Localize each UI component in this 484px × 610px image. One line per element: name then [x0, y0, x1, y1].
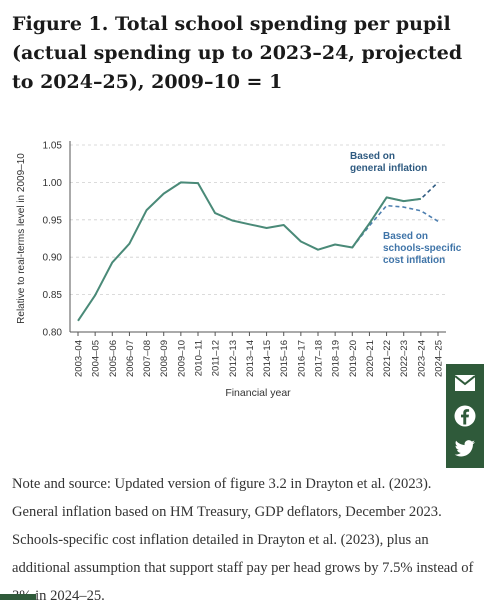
- x-tick-label: 2015–16: [279, 340, 290, 377]
- y-tick-label: 1.05: [43, 141, 63, 152]
- x-tick-label: 2009–10: [176, 340, 187, 377]
- x-tick-label: 2018–19: [331, 340, 342, 377]
- y-tick-label: 0.95: [43, 215, 63, 226]
- x-tick-label: 2011–12: [211, 340, 222, 376]
- x-tick-label: 2024–25: [434, 340, 445, 377]
- x-tick-label: 2010–11: [194, 340, 205, 376]
- spending-line-chart: 0.80 0.85 0.90 0.95 1.00 1.05 2003–04 2004–05 20…: [16, 141, 462, 400]
- x-tick-label: 2016–17: [296, 340, 307, 377]
- annotation-general-inflation: general inflation: [350, 163, 427, 174]
- annotation-schools-inflation: Based on: [383, 231, 428, 242]
- x-tick-label: 2004–05: [91, 340, 102, 377]
- series-line-schools-inflation: [351, 204, 439, 248]
- y-tick-label: 0.80: [43, 328, 63, 339]
- y-tick-label: 1.00: [43, 178, 63, 189]
- x-tick-label: 2013–14: [245, 340, 256, 377]
- annotation-general-inflation: Based on: [350, 151, 395, 162]
- x-tick-label: 2017–18: [314, 340, 325, 377]
- figure-title: Figure 1. Total school spending per pupi…: [12, 13, 463, 93]
- x-tick-label: 2019–20: [348, 340, 359, 377]
- x-tick-label: 2020–21: [365, 340, 376, 377]
- series-line-actual: [77, 181, 422, 322]
- twitter-share-button[interactable]: [446, 432, 484, 466]
- x-tick-label: 2008–09: [159, 340, 170, 377]
- y-tick-label: 0.90: [43, 253, 63, 264]
- x-tick-label: 2006–07: [125, 340, 136, 377]
- annotation-schools-inflation: schools-specific: [383, 243, 462, 254]
- facebook-icon: [454, 405, 476, 427]
- email-icon: [454, 375, 476, 391]
- facebook-share-button[interactable]: [446, 399, 484, 433]
- x-tick-label: 2022–23: [399, 340, 410, 377]
- x-tick-label: 2014–15: [262, 340, 273, 377]
- twitter-icon: [454, 440, 475, 457]
- annotation-schools-inflation: cost inflation: [383, 255, 445, 266]
- figure-note: Note and source: Updated version of figu…: [12, 476, 474, 604]
- x-tick-label: 2003–04: [74, 340, 85, 377]
- y-axis-label: Relative to real-terms level in 2009–10: [16, 153, 27, 324]
- y-tick-label: 0.85: [43, 290, 63, 301]
- x-tick-label: 2023–24: [416, 340, 427, 377]
- email-share-button[interactable]: [446, 366, 484, 400]
- x-tick-label: 2012–13: [228, 340, 239, 377]
- share-sidebar: [446, 364, 484, 468]
- x-tick-label: 2005–06: [108, 340, 119, 377]
- x-tick-label: 2007–08: [142, 340, 153, 377]
- x-axis-label: Financial year: [225, 387, 291, 399]
- x-tick-label: 2021–22: [382, 340, 393, 377]
- corner-tab: [0, 594, 36, 600]
